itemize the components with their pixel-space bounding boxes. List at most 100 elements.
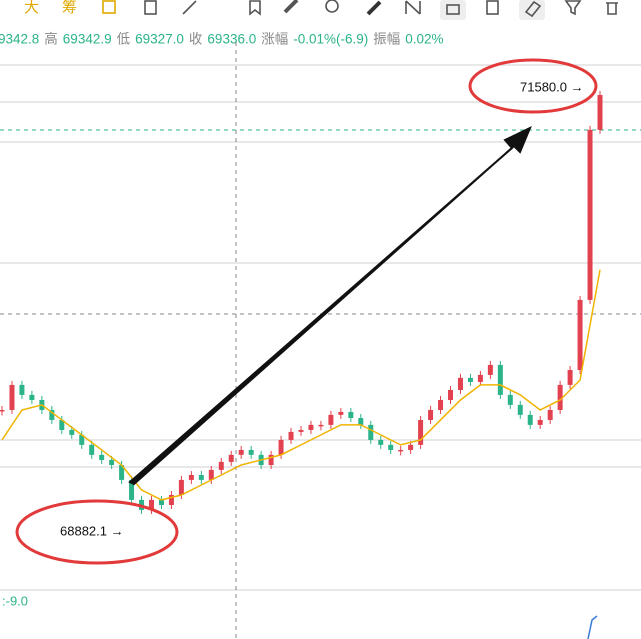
quote-num: 69342.9 <box>63 32 112 47</box>
highlight-circle <box>15 499 179 565</box>
candle-body <box>368 424 374 440</box>
quote-num: 69336.0 <box>207 32 256 47</box>
highlight-circle <box>468 58 598 114</box>
icon[interactable] <box>102 0 116 14</box>
icon[interactable] <box>144 0 157 15</box>
candle-body <box>477 374 483 382</box>
candle-body <box>248 449 254 455</box>
icon[interactable] <box>606 2 618 15</box>
icon[interactable] <box>405 0 421 15</box>
quote-label: 收 <box>189 32 203 47</box>
icon-bg <box>519 0 545 20</box>
candle-body <box>149 499 154 510</box>
icon-bg <box>440 0 466 20</box>
candle-body <box>9 384 15 410</box>
toolbar-icons <box>102 0 618 20</box>
candle-body <box>178 479 184 495</box>
candle-body <box>188 475 194 480</box>
candle-body <box>388 444 394 450</box>
candle-body <box>89 444 95 455</box>
candle-body <box>348 411 354 418</box>
candle-body <box>109 459 115 466</box>
toolbar-text[interactable]: 大 <box>24 0 39 16</box>
candle-body <box>308 424 314 430</box>
candle-body <box>338 411 344 415</box>
candle-body <box>288 431 294 440</box>
price-marker: 68882.1 → <box>60 523 124 538</box>
candle-body <box>567 370 573 385</box>
icon[interactable] <box>524 0 542 18</box>
icon[interactable] <box>249 0 261 16</box>
candle-body <box>517 404 523 415</box>
candle-body <box>168 494 174 505</box>
candle-body <box>59 419 65 430</box>
indicator-label: :-9.0 <box>2 593 28 608</box>
icon[interactable] <box>486 0 499 15</box>
candle-body <box>328 414 334 425</box>
candle-body <box>0 409 5 412</box>
quote-label: 低 <box>117 32 131 47</box>
quote-line: 9342.8 高 69342.9 低 69327.0 收 69336.0 涨幅 -0.01%(-… <box>0 31 444 47</box>
candle-body <box>537 419 543 425</box>
candle-body <box>129 479 135 500</box>
candle-body <box>318 424 324 427</box>
candle-body <box>218 461 224 470</box>
candle-body <box>487 364 493 375</box>
quote-label: 高 <box>44 31 58 47</box>
candle-body <box>398 449 404 452</box>
candle-body <box>298 429 304 432</box>
candle-body <box>438 399 444 410</box>
quote-label: 振幅 <box>373 32 400 47</box>
candle-body <box>448 389 453 400</box>
candle-body <box>99 454 105 460</box>
icon[interactable] <box>564 0 582 16</box>
candle-body <box>29 394 35 400</box>
icon[interactable] <box>283 0 299 14</box>
icon[interactable] <box>446 4 460 15</box>
toolbar-text[interactable]: 筹 <box>62 0 77 16</box>
candle-body <box>358 417 364 425</box>
candle-body <box>238 449 244 455</box>
indicator-line <box>587 615 598 639</box>
quote-num: 0.02% <box>405 32 443 47</box>
candle-body <box>547 409 553 420</box>
candle-body <box>428 409 434 420</box>
ma-line <box>1 269 601 501</box>
plot <box>0 90 603 514</box>
candle-body <box>278 439 284 455</box>
candle-body <box>49 409 55 420</box>
candle-body <box>69 429 75 435</box>
candle-body <box>208 469 214 480</box>
candle-body <box>527 414 533 425</box>
quote-label: 涨幅 <box>261 32 288 47</box>
icon[interactable] <box>325 0 339 13</box>
candle-body <box>557 384 563 410</box>
candle-body <box>378 439 384 445</box>
candle-body <box>268 454 274 466</box>
candle-body <box>198 475 204 480</box>
candle-body <box>228 454 234 462</box>
candle-body <box>597 94 603 130</box>
candle-body <box>408 444 414 450</box>
price-marker: 71580.0 → <box>520 79 584 94</box>
arrow <box>128 125 532 486</box>
icon[interactable] <box>366 0 382 16</box>
candle-body <box>457 377 463 390</box>
candle-body <box>79 434 85 445</box>
candle-body <box>587 129 593 300</box>
candle-body <box>119 465 125 480</box>
grid <box>0 64 641 591</box>
candle-body <box>507 394 513 405</box>
quote-num: 9342.8 <box>0 32 39 47</box>
toolbar <box>0 0 641 22</box>
candle-body <box>19 384 25 395</box>
candle-body <box>418 419 424 445</box>
candle-body <box>497 364 503 395</box>
candle-body <box>158 499 164 505</box>
quote-num: 69327.0 <box>135 32 184 47</box>
icon[interactable] <box>182 0 197 15</box>
quote-num: -0.01%(-6.9) <box>293 32 368 47</box>
candle-body <box>467 377 473 382</box>
